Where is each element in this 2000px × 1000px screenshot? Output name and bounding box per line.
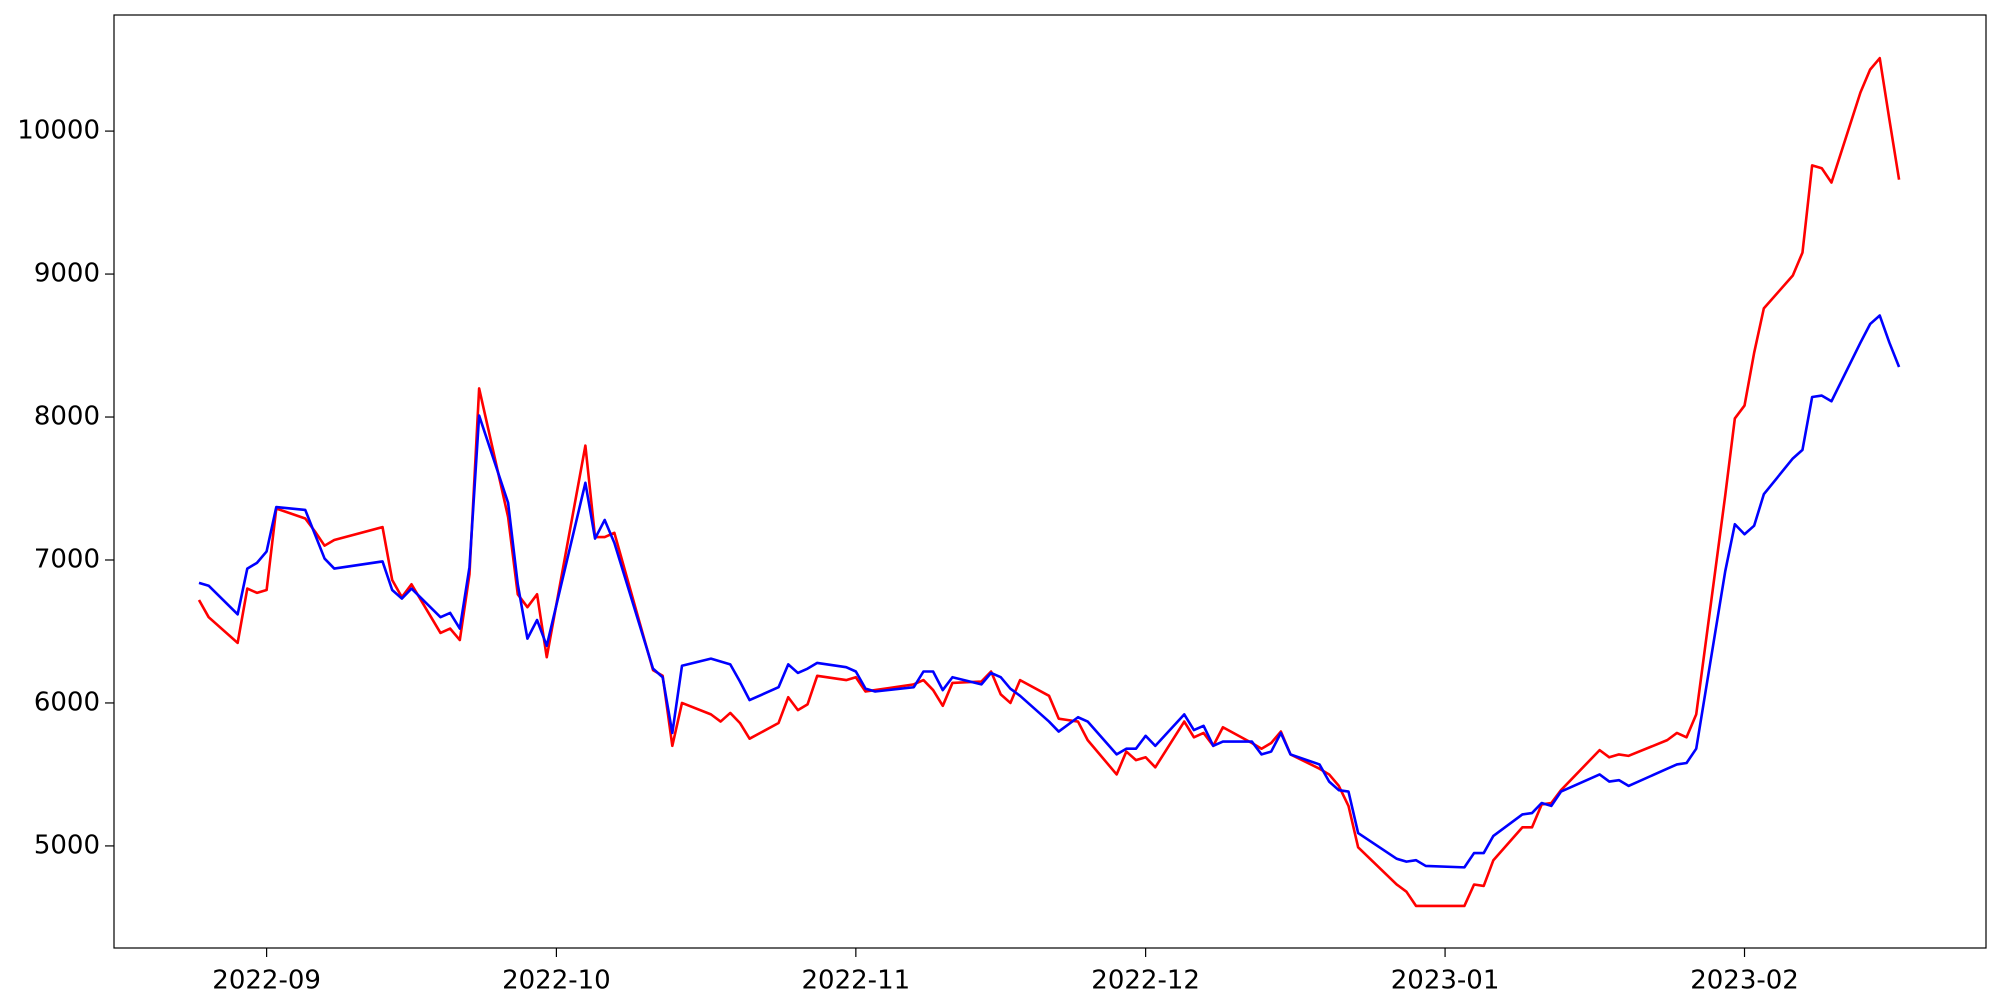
- y-tick-label: 10000: [17, 116, 100, 146]
- x-tick-label: 2022-11: [802, 966, 911, 996]
- x-tick-label: 2022-09: [212, 966, 321, 996]
- y-tick-label: 5000: [34, 830, 100, 860]
- series-line: [198, 314, 1901, 869]
- y-tick-label: 8000: [34, 402, 100, 432]
- x-tick-label: 2022-12: [1091, 966, 1200, 996]
- y-tick-label: 6000: [34, 687, 100, 717]
- y-tick-label: 7000: [34, 544, 100, 574]
- x-tick-label: 2023-01: [1391, 966, 1500, 996]
- y-tick-label: 9000: [34, 259, 100, 289]
- plot-frame: [113, 14, 1987, 949]
- x-tick-label: 2022-10: [502, 966, 611, 996]
- series-line: [197, 56, 1901, 908]
- x-tick-label: 2023-02: [1690, 966, 1799, 996]
